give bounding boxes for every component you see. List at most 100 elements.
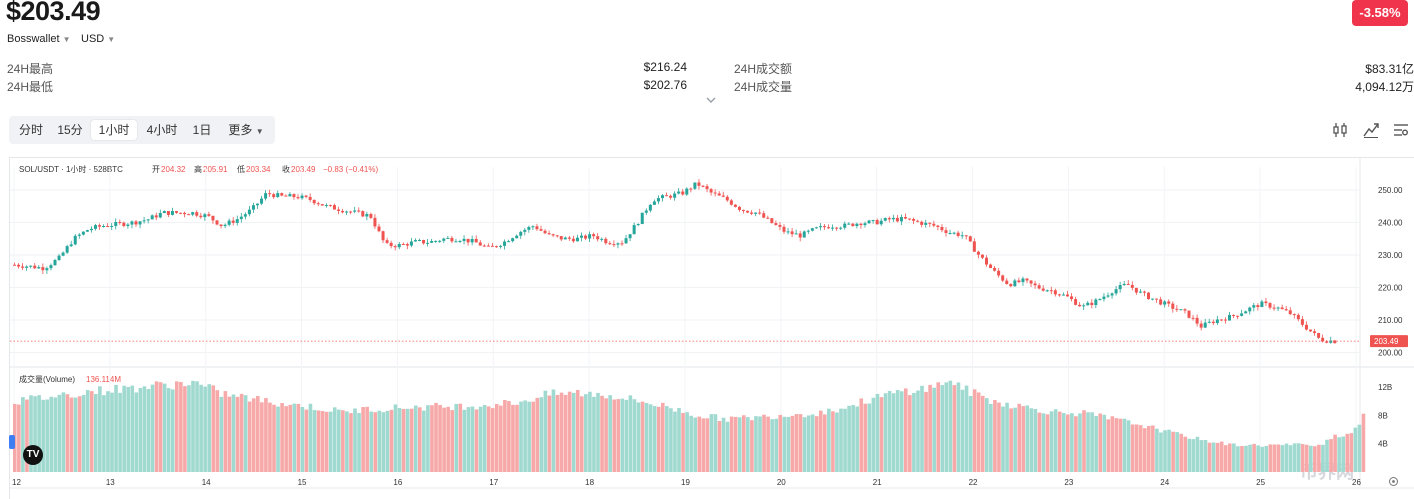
currency-selector[interactable]: USD ▼ (81, 33, 115, 45)
tab-1h[interactable]: 1小时 (91, 120, 137, 140)
candle-body (758, 212, 762, 214)
volume-bar (806, 415, 811, 472)
volume-bar (891, 393, 896, 472)
candle-body (94, 225, 97, 229)
left-scroll-handle[interactable] (9, 435, 15, 449)
candle-body (89, 228, 93, 231)
tab-timeline[interactable]: 分时 (18, 123, 43, 137)
volume-bar (341, 410, 345, 472)
volume-bar (600, 395, 604, 472)
candle-body (717, 193, 721, 196)
candle-body (1195, 317, 1199, 324)
candle-body (114, 221, 118, 227)
candle-body (904, 217, 907, 219)
candle-body (964, 235, 968, 237)
candlestick-type-icon[interactable] (1331, 121, 1349, 139)
volume-bar (239, 393, 244, 472)
volume-bar (640, 401, 645, 472)
candle-body (709, 189, 713, 193)
volume-bar (106, 391, 110, 472)
candle-body (1309, 329, 1312, 332)
tab-1d[interactable]: 1日 (192, 123, 212, 137)
price-tick-label: 250.00 (1378, 186, 1403, 195)
volume-bar (632, 399, 637, 472)
candle-body (887, 218, 891, 220)
volume-bar (1021, 406, 1026, 472)
volume-bar (1325, 439, 1329, 472)
candle-body (122, 222, 126, 226)
candle-body (766, 217, 770, 219)
candle-body (21, 266, 25, 268)
candle-body (669, 195, 673, 198)
candle-body (571, 238, 575, 242)
candle-body (1296, 314, 1300, 320)
candle-body (547, 233, 551, 235)
volume-bar (612, 399, 616, 472)
candle-body (891, 217, 895, 220)
candle-body (357, 210, 361, 212)
volume-bar (1033, 408, 1038, 472)
volume-bar (616, 399, 621, 472)
low-value: $202.76 (643, 78, 687, 92)
expand-chevron-icon[interactable] (704, 93, 718, 107)
candle-body (656, 198, 660, 202)
volume-bar (1061, 413, 1066, 472)
volume-bar (170, 389, 175, 472)
candle-body (859, 223, 863, 226)
indicator-icon[interactable] (1362, 121, 1380, 139)
candlestick-chart[interactable]: SOL/USDT · 1小时 · 528BTC 开 204.32 高 205.9… (0, 157, 1414, 498)
currency-label: USD (81, 33, 105, 45)
candle-body (652, 201, 656, 205)
candle-body (1138, 291, 1142, 293)
volume-bar (320, 411, 325, 472)
candle-body (1207, 321, 1211, 323)
candle-body (608, 243, 612, 245)
candle-body (980, 254, 984, 258)
volume-bar (474, 409, 479, 472)
candle-body (369, 214, 373, 218)
candle-body (397, 243, 401, 248)
volume-bar (701, 418, 706, 472)
volume-bar (1163, 430, 1167, 472)
candle-body (466, 238, 470, 243)
volume-bar (908, 395, 912, 472)
candle-body (260, 198, 264, 204)
candle-body (1049, 290, 1053, 292)
volume-bar (1114, 418, 1119, 472)
volume-bar (292, 403, 297, 472)
candle-body (661, 195, 664, 199)
candle-body (207, 214, 211, 216)
volume-bar (993, 400, 997, 472)
volume-bar (260, 402, 264, 472)
volume-bar (122, 385, 126, 472)
candle-body (187, 214, 191, 216)
legend-change: −0.83 (−0.41%) (323, 165, 378, 174)
candle-body (511, 238, 515, 242)
tab-15m[interactable]: 15分 (57, 123, 83, 137)
candle-body (264, 193, 268, 199)
candle-body (1086, 302, 1090, 306)
axis-settings-icon[interactable] (1388, 474, 1399, 486)
volume-bar (1057, 411, 1062, 472)
candle-body (235, 219, 239, 223)
candle-body (790, 231, 794, 235)
volume-bar (499, 405, 503, 472)
candle-body (1025, 278, 1029, 281)
candle-body (539, 229, 543, 231)
candle-body (134, 221, 138, 225)
volume-bar (1183, 436, 1188, 472)
wallet-selector[interactable]: Bosswallet ▼ (7, 33, 71, 45)
candle-body (106, 225, 110, 227)
volume-bar (790, 415, 795, 472)
tab-more[interactable]: 更多 ▼ (221, 120, 271, 140)
candle-body (462, 238, 466, 241)
tab-4h[interactable]: 4小时 (146, 123, 178, 137)
volume-bar (1037, 412, 1042, 472)
candle-body (304, 195, 308, 197)
volume-bar (85, 390, 90, 472)
settings-sliders-icon[interactable] (1392, 121, 1410, 139)
volume-bar (94, 394, 98, 472)
volume-bar (1268, 444, 1273, 472)
candle-body (932, 223, 936, 226)
volume-bar (1321, 444, 1325, 472)
